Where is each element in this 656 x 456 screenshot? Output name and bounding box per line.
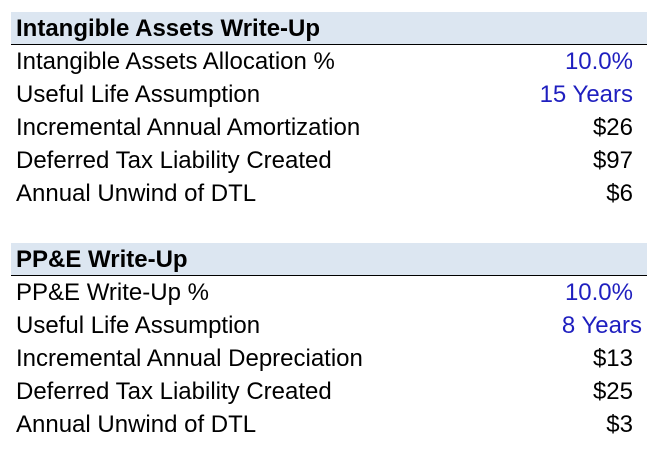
row-value: $6 <box>606 180 633 207</box>
intangible-assets-section: Intangible Assets Write-Up Intangible As… <box>11 12 647 210</box>
row-value: $97 <box>592 147 633 174</box>
table-row: Useful Life Assumption 8 Years <box>11 309 647 342</box>
row-value: $13 <box>592 345 633 372</box>
row-label: Incremental Annual Amortization <box>16 114 361 141</box>
row-label: Annual Unwind of DTL <box>16 180 257 207</box>
row-label: Useful Life Assumption <box>16 81 261 108</box>
section-header: PP&E Write-Up <box>11 243 647 276</box>
table-row: Intangible Assets Allocation % 10.0% <box>11 45 647 78</box>
section-header: Intangible Assets Write-Up <box>11 12 647 45</box>
table-row: Deferred Tax Liability Created $97 <box>11 144 647 177</box>
table-row: PP&E Write-Up % 10.0% <box>11 276 647 309</box>
row-value: $3 <box>606 411 633 438</box>
row-label: Intangible Assets Allocation % <box>16 48 335 75</box>
row-value: $26 <box>592 114 633 141</box>
row-label: Annual Unwind of DTL <box>16 411 257 438</box>
row-value-input: 10.0% <box>564 279 633 306</box>
table-row: Annual Unwind of DTL $6 <box>11 177 647 210</box>
row-label: PP&E Write-Up % <box>16 279 209 306</box>
row-label: Deferred Tax Liability Created <box>16 147 332 174</box>
table-row: Annual Unwind of DTL $3 <box>11 408 647 441</box>
table-row: Incremental Annual Depreciation $13 <box>11 342 647 375</box>
row-label: Deferred Tax Liability Created <box>16 378 332 405</box>
table-row: Deferred Tax Liability Created $25 <box>11 375 647 408</box>
table-row: Incremental Annual Amortization $26 <box>11 111 647 144</box>
row-value-input: 15 Years <box>539 81 633 108</box>
table-row: Useful Life Assumption 15 Years <box>11 78 647 111</box>
row-value-input: 8 Years <box>561 312 642 339</box>
row-value-input: 10.0% <box>564 48 633 75</box>
row-label: Incremental Annual Depreciation <box>16 345 363 372</box>
row-label: Useful Life Assumption <box>16 312 261 339</box>
row-value: $25 <box>592 378 633 405</box>
ppe-section: PP&E Write-Up PP&E Write-Up % 10.0% Usef… <box>11 243 647 441</box>
